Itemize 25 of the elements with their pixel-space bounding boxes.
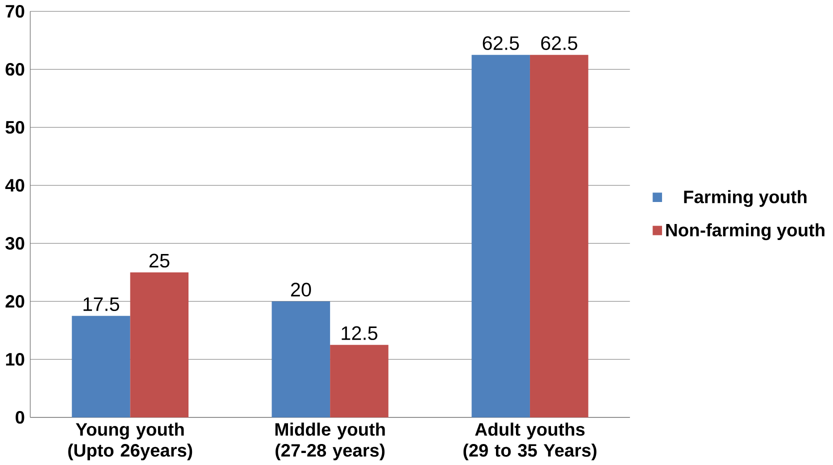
y-tick-label: 40 — [5, 178, 24, 192]
legend-label: Non-farming youth — [666, 223, 824, 240]
x-tick-label: Adult youths (29 to 35 Years) — [464, 422, 596, 460]
y-tick-label: 20 — [6, 294, 24, 308]
bar — [130, 272, 189, 418]
y-tick-label: 50 — [6, 120, 24, 134]
bar — [330, 344, 388, 418]
legend-label: Farming youth — [684, 190, 806, 207]
data-label: 25 — [150, 254, 170, 268]
data-label: 12.5 — [342, 326, 378, 340]
data-label: 20 — [291, 282, 311, 296]
data-label: 62.5 — [541, 36, 578, 50]
data-label: 17.5 — [84, 297, 120, 311]
x-tick-label: Young youth (Upto 26years) — [68, 422, 192, 460]
bar — [272, 301, 330, 418]
bar — [530, 54, 588, 418]
y-tick-label: 30 — [5, 236, 24, 250]
y-tick-label: 0 — [16, 410, 24, 424]
y-tick-label: 10 — [6, 352, 24, 366]
data-label: 62.5 — [482, 36, 519, 50]
y-tick-label: 70 — [6, 4, 24, 18]
y-tick-label: 60 — [6, 62, 24, 76]
x-tick-label: Middle youth (27-28 years) — [275, 422, 385, 460]
bar — [72, 316, 130, 418]
bar — [472, 54, 530, 418]
